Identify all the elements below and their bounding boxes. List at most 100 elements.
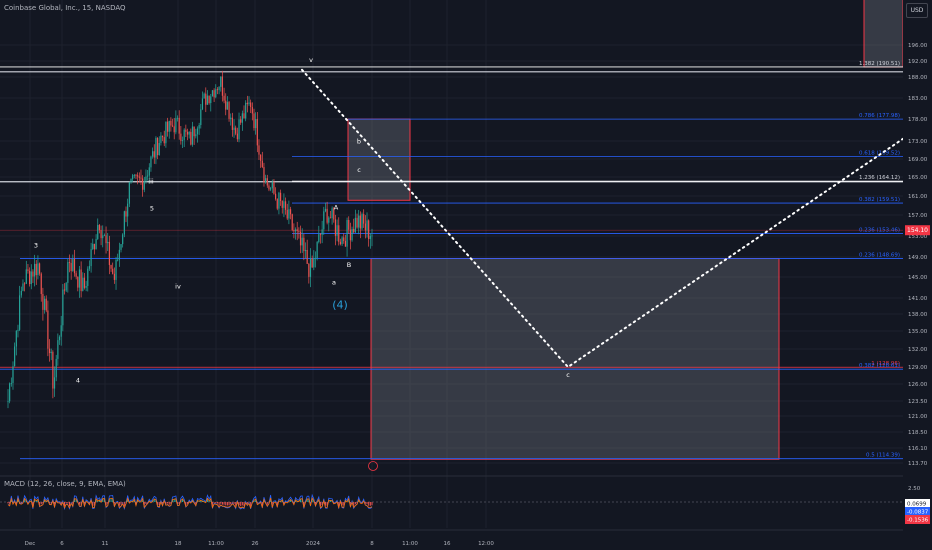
price-tick: 123.50 <box>908 399 928 405</box>
candle-body <box>266 178 268 186</box>
candle-body <box>168 120 170 132</box>
candle-body <box>128 182 130 204</box>
candle-body <box>100 230 102 239</box>
candle-body <box>45 298 47 311</box>
currency-button[interactable]: USD <box>906 3 928 18</box>
time-axis[interactable]: Dec 6 11 18 11:00 26 2024 8 11:00 16 12:00 <box>0 529 903 547</box>
candle-body <box>70 263 72 272</box>
candle-body <box>226 102 228 110</box>
price-axis[interactable]: 196.00 192.00 188.00 183.00 178.00 173.00 169.… <box>903 0 932 550</box>
candle-body <box>291 214 293 231</box>
candle-body <box>319 234 322 236</box>
wave-label: iii <box>148 178 154 186</box>
candle-body <box>152 151 154 157</box>
candle-body <box>253 113 255 129</box>
candle-body <box>271 182 273 189</box>
candle-body <box>147 175 149 177</box>
candle-body <box>78 269 81 288</box>
time-tick: 6 <box>60 541 64 547</box>
candle-body <box>211 90 214 97</box>
candle-body <box>142 178 144 190</box>
candle-body <box>248 102 250 105</box>
candle-body <box>190 131 192 145</box>
candle-body <box>153 151 155 158</box>
candle-body <box>348 220 350 230</box>
price-tick: 178.00 <box>908 117 928 123</box>
candle-body <box>115 259 117 280</box>
price-tick: 129.00 <box>908 365 928 371</box>
candle-body <box>198 125 200 129</box>
candle-body <box>369 236 371 239</box>
candle-body <box>20 290 22 296</box>
macd-value-tag <box>905 507 930 516</box>
macd-label[interactable]: MACD (12, 26, close, 9, EMA, EMA) <box>4 480 126 488</box>
candle-body <box>7 401 9 403</box>
candle-body <box>313 258 315 268</box>
event-marker-icon <box>368 461 378 471</box>
candle-body <box>331 208 333 219</box>
symbol-title[interactable]: Coinbase Global, Inc., 15, NASDAQ <box>4 4 126 12</box>
candle-body <box>354 217 356 233</box>
candle-body <box>223 95 225 101</box>
candle-body <box>73 259 76 274</box>
candle-body <box>12 366 14 383</box>
price-tick: 169.00 <box>908 157 928 163</box>
wave-label: b <box>357 137 361 145</box>
candle-body <box>77 276 79 288</box>
candle-body <box>256 119 258 146</box>
price-tick: 196.00 <box>908 43 928 49</box>
candle-body <box>233 127 235 130</box>
time-tick: 11:00 <box>208 541 224 547</box>
signal-line <box>7 496 373 510</box>
candle-body <box>364 223 366 231</box>
price-tick: 113.70 <box>908 461 928 467</box>
candle-body <box>371 235 373 237</box>
price-tick: 118.50 <box>908 430 928 436</box>
candle-body <box>273 182 275 194</box>
time-tick: 16 <box>444 541 451 547</box>
candle-body <box>29 270 31 285</box>
candle-body <box>311 258 313 268</box>
candle-body <box>108 241 110 265</box>
price-tick: 141.00 <box>908 296 928 302</box>
candle-body <box>110 264 112 269</box>
candle-body <box>80 269 82 291</box>
candle-body <box>299 231 302 246</box>
candle-body <box>228 102 230 119</box>
candle-body <box>296 229 298 231</box>
candle-body <box>351 228 353 241</box>
candle-body <box>107 241 109 244</box>
candle-body <box>220 76 222 87</box>
chart-zones <box>347 0 904 460</box>
candle-body <box>195 134 197 137</box>
level-label: 0.382 (128.61) <box>859 363 900 369</box>
candle-body <box>180 133 182 141</box>
candle-body <box>366 220 368 231</box>
level-label: 0.236 (148.69) <box>859 253 900 259</box>
candle-body <box>304 250 307 252</box>
candle-body <box>40 273 42 295</box>
price-tick: 165.00 <box>908 175 928 181</box>
candle-body <box>206 95 209 105</box>
level-label: 0.236 (153.46) <box>859 228 900 234</box>
candle-body <box>329 217 332 219</box>
price-tick: 116.10 <box>908 446 928 452</box>
candle-body <box>306 250 308 264</box>
candle-body <box>326 208 328 223</box>
candle-body <box>102 235 104 239</box>
candle-body <box>218 86 220 91</box>
candle-body <box>293 230 295 232</box>
candle-body <box>303 237 305 252</box>
wave-labels: 3 4 5 iv iii v A Ba (4) b c c <box>34 56 570 471</box>
level-label: 0.382 (159.51) <box>859 197 900 203</box>
candle-body <box>185 129 187 132</box>
level-label: 1 (128.96) <box>871 361 900 367</box>
candle-body <box>205 93 207 105</box>
candle-body <box>122 234 124 245</box>
candle-body <box>235 127 237 134</box>
price-tick: 192.00 <box>908 59 928 65</box>
candle-body <box>338 225 340 242</box>
candle-body <box>286 209 288 219</box>
price-tick: 132.00 <box>908 347 928 353</box>
